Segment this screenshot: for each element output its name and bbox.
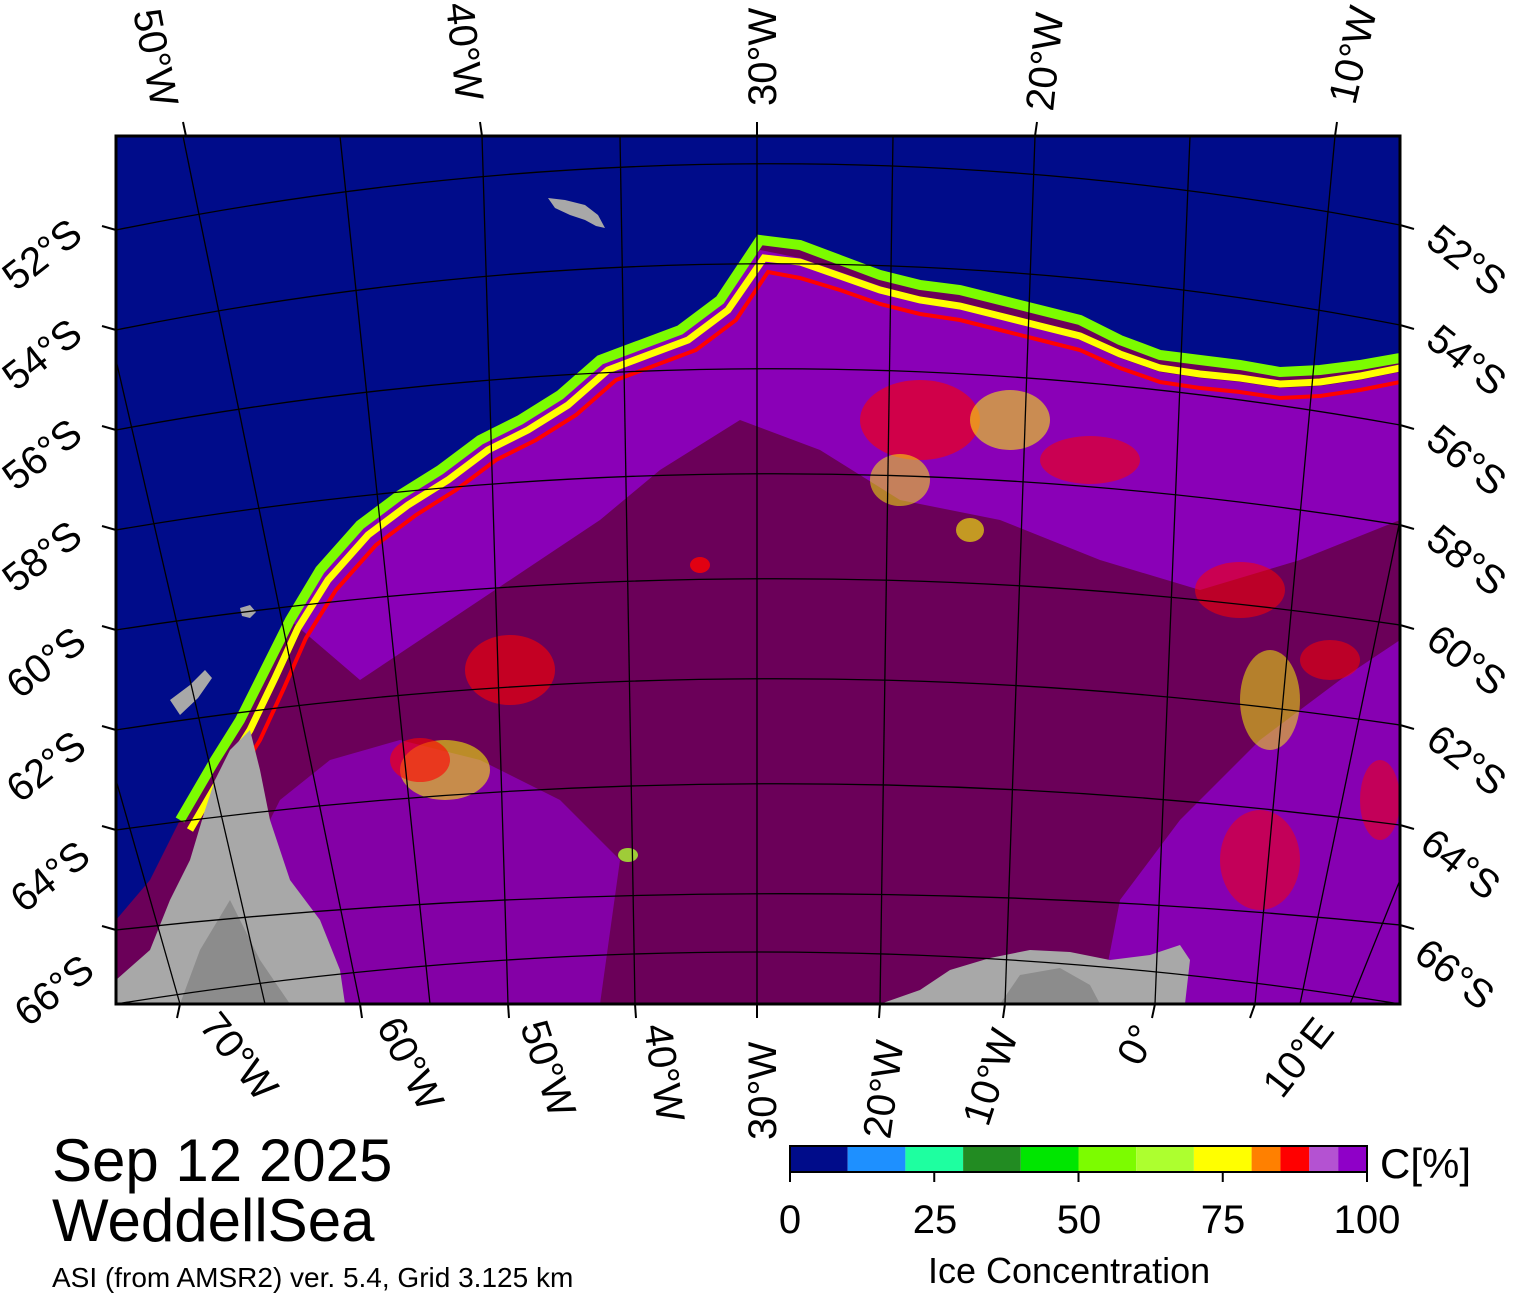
colorbar-tick-label: 0 — [778, 1198, 802, 1242]
colorbar-segment — [1309, 1146, 1339, 1172]
lower-concentration-patches — [390, 380, 1400, 910]
right-lat-label: 56°S — [1418, 416, 1514, 504]
south-georgia-island — [548, 198, 605, 228]
marginal-ice-edge-yellow — [186, 254, 1400, 832]
left-lat-label: 60°S — [0, 619, 94, 707]
colorbar-segment — [1020, 1146, 1079, 1172]
top-lon-label: 40°W — [437, 0, 491, 103]
map-date: Sep 12 2025 — [52, 1127, 393, 1194]
left-lat-label: 64°S — [2, 833, 98, 921]
colorbar-segment — [1338, 1146, 1367, 1172]
colorbar-tick-label: 50 — [1056, 1198, 1102, 1242]
top-lon-label: 20°W — [1018, 10, 1072, 113]
left-lat-label: 56°S — [0, 411, 90, 499]
colorbar — [789, 1145, 1368, 1182]
colorbar-segment — [963, 1146, 1021, 1172]
bottom-lon-label: 30°W — [741, 1042, 785, 1140]
bottom-lon-label: 40°W — [635, 1021, 692, 1125]
left-lat-label: 62°S — [0, 723, 94, 811]
colorbar-segment — [1136, 1146, 1194, 1172]
top-lon-label: 30°W — [741, 8, 785, 106]
colorbar-title: Ice Concentration — [928, 1250, 1211, 1291]
graticule — [116, 136, 1400, 1004]
ice-variation-zone-west — [240, 740, 620, 1004]
marginal-ice-edge-red — [198, 269, 1400, 842]
right-lat-label: 52°S — [1418, 216, 1514, 304]
right-latitude-labels: 52°S 54°S 56°S 58°S 60°S 62°S 64°S 66°S — [1406, 216, 1514, 1018]
right-lat-label: 58°S — [1418, 516, 1514, 604]
top-lon-label: 10°W — [1321, 2, 1386, 108]
antarctic-coast-east-shade — [1000, 968, 1100, 1004]
left-lat-label: 66°S — [6, 947, 102, 1035]
left-lat-label: 58°S — [0, 513, 90, 601]
colorbar-segment — [1193, 1146, 1252, 1172]
right-lat-label: 66°S — [1406, 930, 1502, 1018]
bottom-lon-label: 10°E — [1254, 1010, 1342, 1106]
colorbar-tick-label: 75 — [1200, 1198, 1246, 1242]
antarctic-peninsula — [116, 730, 345, 1004]
colorbar-segment — [1078, 1146, 1137, 1172]
top-longitude-labels: 50°W 40°W 30°W 20°W 10°W — [124, 0, 1386, 113]
colorbar-tick-label: 100 — [1333, 1198, 1401, 1242]
right-lat-label: 64°S — [1412, 820, 1508, 908]
left-latitude-labels: 52°S 54°S 56°S 58°S 60°S 62°S 64°S 66°S — [0, 211, 102, 1035]
bottom-lon-label: 20°W — [855, 1038, 912, 1142]
colorbar-segment — [790, 1146, 848, 1172]
left-lat-label: 52°S — [0, 211, 90, 299]
marginal-ice-edge-green — [175, 234, 1400, 823]
colorbar-segment — [847, 1146, 906, 1172]
data-source-note: ASI (from AMSR2) ver. 5.4, Grid 3.125 km — [52, 1262, 574, 1293]
colorbar-segment — [1251, 1146, 1281, 1172]
colorbar-segment — [905, 1146, 964, 1172]
bottom-lon-label: 70°W — [191, 1004, 286, 1109]
right-lat-label: 62°S — [1418, 716, 1514, 804]
map-region-title: WeddellSea — [52, 1187, 375, 1254]
right-lat-label: 54°S — [1418, 316, 1514, 404]
frame-ticks — [101, 121, 1415, 1019]
bottom-lon-label: 10°W — [955, 1024, 1027, 1131]
bottom-lon-label: 60°W — [368, 1010, 452, 1118]
bottom-longitude-labels: 70°W 60°W 50°W 40°W 30°W 20°W 10°W 0° 10… — [191, 1004, 1343, 1141]
colorbar-unit: C[%] — [1380, 1140, 1472, 1187]
colorbar-tick-label: 25 — [912, 1198, 958, 1242]
right-lat-label: 60°S — [1418, 616, 1514, 704]
map-area — [116, 136, 1400, 1004]
bottom-lon-label: 50°W — [511, 1015, 583, 1122]
top-lon-label: 50°W — [124, 5, 186, 110]
left-lat-label: 54°S — [0, 311, 90, 399]
bottom-lon-label: 0° — [1109, 1018, 1166, 1072]
colorbar-segment — [1280, 1146, 1310, 1172]
antarctic-peninsula-shade — [180, 900, 290, 1004]
south-shetland-islands — [170, 670, 212, 715]
ice-variation-zone — [290, 250, 1400, 680]
